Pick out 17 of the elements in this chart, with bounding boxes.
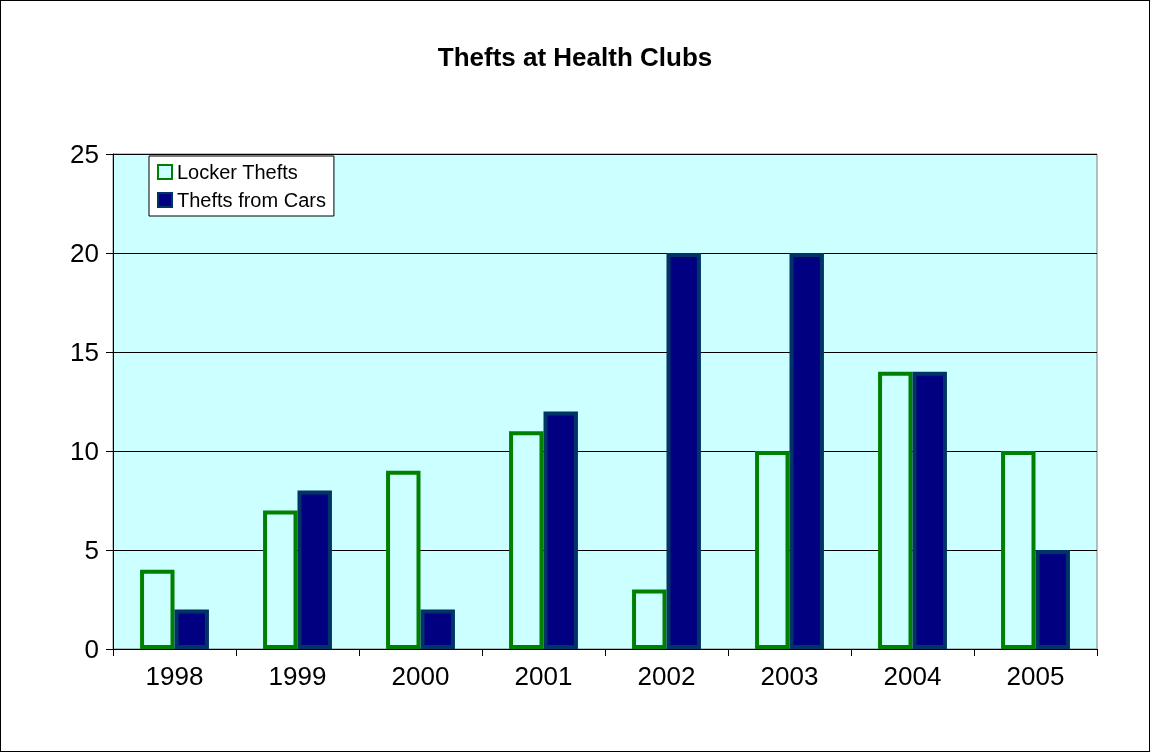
x-tick-label: 2005: [1006, 661, 1065, 691]
x-tick-label: 2001: [514, 661, 573, 691]
y-tick-label: 20: [70, 238, 99, 268]
y-tick-label: 10: [70, 436, 99, 466]
x-tick-label: 2002: [637, 661, 696, 691]
legend-label: Locker Thefts: [177, 161, 298, 183]
x-tick-label: 2000: [391, 661, 450, 691]
x-tick-label: 1999: [268, 661, 327, 691]
x-tick-label: 2004: [883, 661, 942, 691]
y-tick-label: 15: [70, 337, 99, 367]
y-tick-label: 5: [84, 535, 99, 565]
x-tick-label: 1998: [145, 661, 204, 691]
y-tick-label: 0: [84, 634, 99, 664]
x-tick-label: 2003: [760, 661, 819, 691]
y-tick-label: 25: [70, 139, 99, 169]
legend-label: Thefts from Cars: [177, 189, 326, 211]
chart-title: Thefts at Health Clubs: [437, 42, 713, 72]
